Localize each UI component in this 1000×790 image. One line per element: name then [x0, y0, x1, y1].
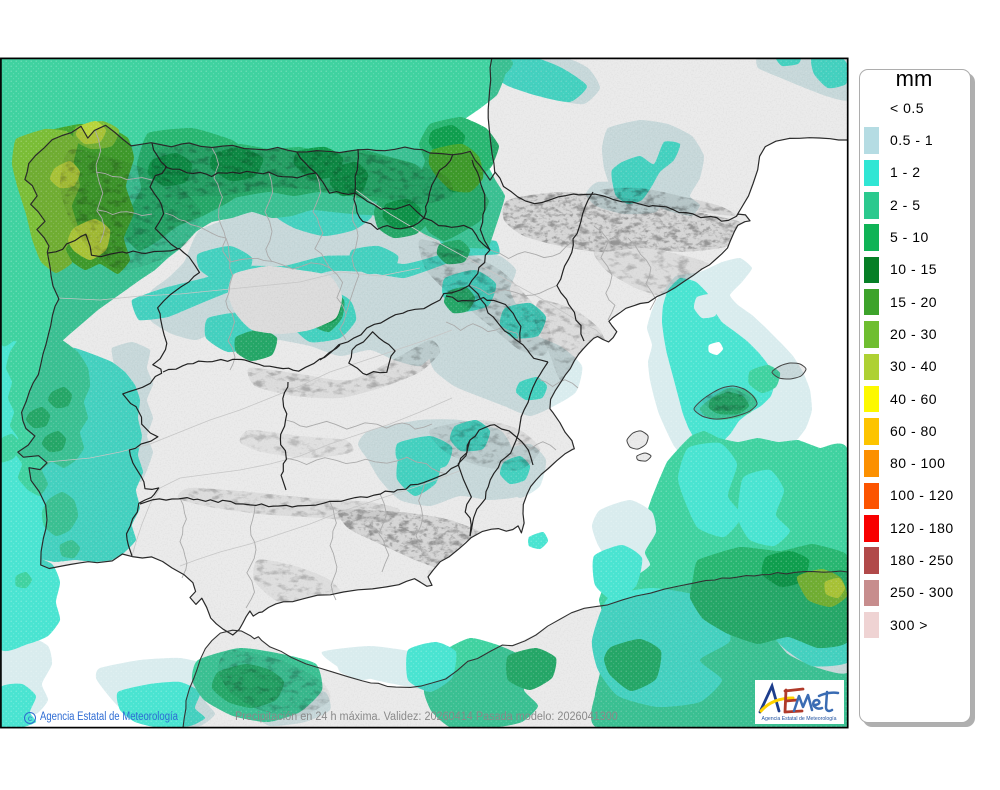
svg-text:Agencia Estatal de Meteorologí: Agencia Estatal de Meteorología	[762, 716, 837, 722]
